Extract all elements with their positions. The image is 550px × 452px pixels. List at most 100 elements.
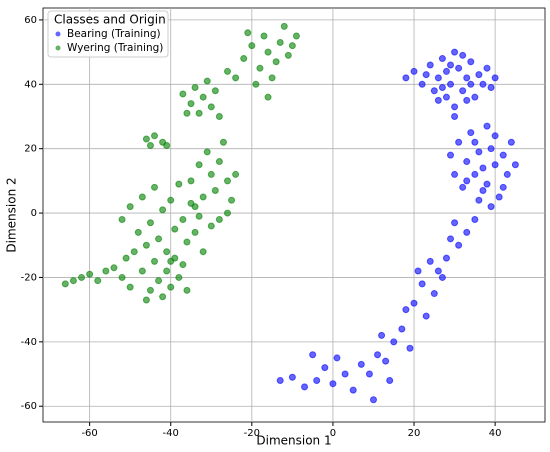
x-tick-label: 0: [330, 428, 336, 439]
point: [451, 112, 459, 120]
y-tick-label: 60: [24, 15, 37, 26]
point: [491, 161, 499, 169]
point: [365, 370, 373, 378]
point: [142, 241, 150, 249]
point: [463, 74, 471, 82]
point: [187, 100, 195, 108]
legend-box: [47, 10, 169, 58]
y-tick-label: -40: [21, 337, 37, 348]
point: [211, 87, 219, 95]
y-tick-label: 0: [31, 208, 37, 219]
point: [402, 74, 410, 82]
point: [61, 280, 69, 288]
point: [483, 180, 491, 188]
point: [130, 248, 138, 256]
point: [455, 64, 463, 72]
point: [219, 138, 227, 146]
point: [459, 51, 467, 59]
point: [447, 80, 455, 88]
point: [183, 238, 191, 246]
point: [264, 93, 272, 101]
point: [171, 254, 179, 262]
point: [467, 80, 475, 88]
point: [223, 177, 231, 185]
point: [479, 164, 487, 172]
point: [447, 151, 455, 159]
point: [410, 299, 418, 307]
point: [138, 267, 146, 275]
point: [163, 267, 171, 275]
point: [511, 161, 519, 169]
point: [442, 254, 450, 262]
point: [459, 183, 467, 191]
point: [118, 216, 126, 224]
point: [398, 325, 406, 333]
point: [175, 273, 183, 281]
point: [451, 219, 459, 227]
point: [179, 261, 187, 269]
point: [288, 42, 296, 50]
point: [284, 51, 292, 59]
point: [272, 58, 280, 66]
point: [422, 312, 430, 320]
point: [475, 148, 483, 156]
point: [447, 235, 455, 243]
point: [223, 67, 231, 75]
point: [155, 235, 163, 243]
points: [61, 22, 519, 404]
point: [378, 331, 386, 339]
point: [252, 80, 260, 88]
x-tick-label: -60: [81, 428, 97, 439]
point: [483, 122, 491, 130]
point: [179, 90, 187, 98]
point: [187, 199, 195, 207]
grid: [39, 8, 545, 426]
point: [146, 219, 154, 227]
point: [260, 32, 268, 40]
point: [451, 103, 459, 111]
point: [183, 286, 191, 294]
point: [471, 138, 479, 146]
point: [146, 286, 154, 294]
point: [438, 55, 446, 63]
legend-marker: [55, 45, 61, 51]
point: [463, 158, 471, 166]
point: [406, 344, 414, 352]
point: [434, 96, 442, 104]
point: [455, 138, 463, 146]
point: [167, 196, 175, 204]
y-tick-label: -60: [21, 401, 37, 412]
point: [78, 273, 86, 281]
point: [386, 376, 394, 384]
point: [203, 148, 211, 156]
point: [264, 48, 272, 56]
legend-label: Bearing (Training): [67, 28, 161, 40]
point: [463, 228, 471, 236]
point: [207, 170, 215, 178]
point: [288, 373, 296, 381]
point: [138, 193, 146, 201]
point: [280, 22, 288, 30]
point: [430, 87, 438, 95]
point: [329, 380, 337, 388]
point: [374, 351, 382, 359]
point: [207, 222, 215, 230]
point: [447, 61, 455, 69]
point: [292, 32, 300, 40]
point: [199, 248, 207, 256]
point: [390, 338, 398, 346]
point: [475, 196, 483, 204]
point: [142, 135, 150, 143]
legend-title: Classes and Origin: [54, 13, 166, 27]
point: [495, 193, 503, 201]
point: [357, 360, 365, 368]
point: [223, 209, 231, 217]
point: [321, 364, 329, 372]
point: [438, 84, 446, 92]
point: [471, 216, 479, 224]
point: [430, 290, 438, 298]
point: [232, 74, 240, 82]
point: [463, 177, 471, 185]
point: [171, 225, 179, 233]
